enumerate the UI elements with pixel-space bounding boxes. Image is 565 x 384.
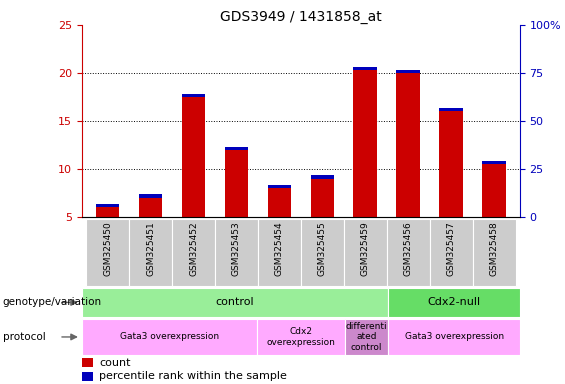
Text: GSM325454: GSM325454	[275, 221, 284, 276]
Bar	[311, 179, 334, 217]
Bar	[225, 150, 248, 217]
Bar	[483, 164, 506, 217]
Text: protocol: protocol	[3, 332, 46, 342]
Bar	[389, 319, 520, 355]
Text: Cdx2-null: Cdx2-null	[428, 297, 481, 308]
Bar	[96, 207, 119, 217]
Text: Gata3 overexpression: Gata3 overexpression	[405, 333, 503, 341]
Bar	[268, 188, 291, 217]
Text: GSM325453: GSM325453	[232, 221, 241, 276]
Bar	[215, 219, 258, 286]
Text: GSM325458: GSM325458	[489, 221, 498, 276]
Text: percentile rank within the sample: percentile rank within the sample	[99, 371, 288, 381]
Text: GSM325451: GSM325451	[146, 221, 155, 276]
Bar	[344, 219, 386, 286]
Bar	[397, 70, 420, 73]
Text: genotype/variation: genotype/variation	[3, 297, 102, 308]
Bar	[472, 219, 515, 286]
Bar	[129, 219, 172, 286]
Bar	[268, 185, 291, 188]
Bar	[139, 194, 162, 198]
Bar	[301, 219, 344, 286]
Text: Gata3 overexpression: Gata3 overexpression	[120, 333, 219, 341]
Text: GSM325459: GSM325459	[361, 221, 370, 276]
Text: GSM325452: GSM325452	[189, 221, 198, 276]
Text: GSM325455: GSM325455	[318, 221, 327, 276]
Bar	[354, 67, 377, 70]
Bar	[182, 94, 205, 97]
Text: GSM325457: GSM325457	[446, 221, 455, 276]
Bar	[354, 70, 377, 217]
Bar	[86, 219, 129, 286]
Bar	[182, 97, 205, 217]
Text: differenti
ated
control: differenti ated control	[346, 322, 388, 352]
Text: GSM325456: GSM325456	[403, 221, 412, 276]
Text: GSM325450: GSM325450	[103, 221, 112, 276]
Bar	[172, 219, 215, 286]
Bar	[386, 219, 429, 286]
Bar	[397, 73, 420, 217]
Bar	[82, 372, 93, 381]
Text: Cdx2
overexpression: Cdx2 overexpression	[267, 327, 335, 347]
Bar	[82, 358, 93, 367]
Bar	[82, 288, 389, 317]
Bar	[82, 319, 257, 355]
Bar	[311, 175, 334, 179]
Text: count: count	[99, 358, 131, 367]
Bar	[429, 219, 472, 286]
Bar	[440, 111, 463, 217]
Bar	[139, 198, 162, 217]
Bar	[257, 319, 345, 355]
Bar	[96, 205, 119, 207]
Bar	[258, 219, 301, 286]
Bar	[440, 108, 463, 111]
Bar	[389, 288, 520, 317]
Bar	[345, 319, 389, 355]
Title: GDS3949 / 1431858_at: GDS3949 / 1431858_at	[220, 10, 382, 24]
Text: control: control	[216, 297, 254, 308]
Bar	[483, 161, 506, 164]
Bar	[225, 147, 248, 150]
